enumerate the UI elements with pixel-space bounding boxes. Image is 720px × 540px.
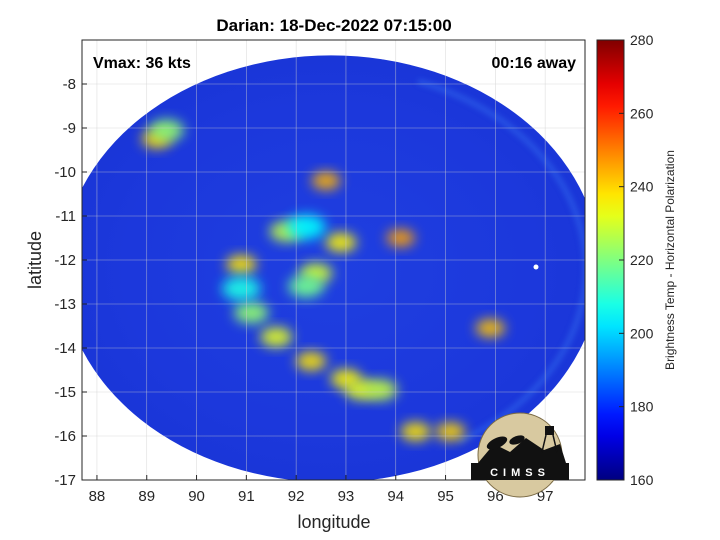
colorbar-tick-label: 260 <box>630 105 654 121</box>
x-tick-label: 94 <box>387 488 404 505</box>
y-axis-ticks: -8 -9 -10 -11 -12 -13 -14 -15 -16 -17 <box>54 76 87 489</box>
x-axis-ticks: 88 89 90 91 92 93 94 95 96 97 <box>89 475 554 505</box>
y-tick-label: -9 <box>63 120 76 137</box>
feature-west-band-upper <box>226 254 257 274</box>
feature-inner-band-north <box>286 214 326 240</box>
colorbar-ticks: 160 180 200 220 240 260 280 <box>619 32 654 488</box>
colorbar-tick-label: 180 <box>630 399 654 415</box>
y-tick-label: -10 <box>54 164 76 181</box>
feature-southwest-band <box>260 327 293 347</box>
y-axis-label: latitude <box>25 231 45 289</box>
feature-east-arc <box>386 229 415 247</box>
feature-far-east-spot <box>475 319 506 338</box>
cimss-logo: CIMSS <box>471 412 569 498</box>
feature-southeast-patch-1 <box>400 422 431 442</box>
colorbar-tick-label: 220 <box>630 252 654 268</box>
feature-southeast-patch-2 <box>435 422 466 441</box>
x-tick-label: 93 <box>338 488 355 505</box>
feature-south-band-1 <box>295 351 327 371</box>
x-tick-label: 90 <box>188 488 205 505</box>
svg-text:CIMSS: CIMSS <box>490 467 550 479</box>
x-tick-label: 88 <box>89 488 106 505</box>
y-tick-label: -12 <box>54 252 76 269</box>
feature-west-band-strong <box>222 276 261 301</box>
feature-south-band-3 <box>364 379 398 401</box>
x-tick-label: 91 <box>238 488 255 505</box>
x-tick-label: 95 <box>437 488 454 505</box>
x-tick-label: 96 <box>487 488 504 505</box>
x-tick-label: 92 <box>288 488 305 505</box>
colorbar-tick-label: 240 <box>630 179 654 195</box>
colorbar-tick-label: 280 <box>630 32 654 48</box>
y-tick-label: -15 <box>54 384 76 401</box>
feature-inner-band-east <box>325 232 357 253</box>
y-tick-label: -13 <box>54 296 76 313</box>
y-tick-label: -14 <box>54 340 76 357</box>
colorbar-tick-label: 200 <box>630 325 654 341</box>
x-tick-label: 89 <box>138 488 155 505</box>
colorbar-label: Brightness Temp - Horizontal Polarizatio… <box>663 150 677 370</box>
feature-west-band-mid <box>233 301 269 324</box>
eye-spot <box>533 264 539 270</box>
y-tick-label: -17 <box>54 472 76 489</box>
y-tick-label: -11 <box>55 208 76 225</box>
chart-title: Darian: 18-Dec-2022 07:15:00 <box>216 16 451 35</box>
grid-lines <box>82 40 585 481</box>
feature-core-south <box>288 275 324 298</box>
feature-north-arc <box>311 171 341 190</box>
feature-northwest-patch <box>149 119 184 142</box>
vmax-annotation: Vmax: 36 kts <box>93 55 191 72</box>
y-tick-label: -16 <box>54 428 76 445</box>
swath-disc <box>82 55 585 480</box>
x-axis-label: longitude <box>297 512 370 532</box>
time-offset-annotation: 00:16 away <box>491 55 576 72</box>
colorbar-tick-label: 160 <box>630 472 654 488</box>
y-tick-label: -8 <box>63 76 76 93</box>
x-tick-label: 97 <box>537 488 554 505</box>
